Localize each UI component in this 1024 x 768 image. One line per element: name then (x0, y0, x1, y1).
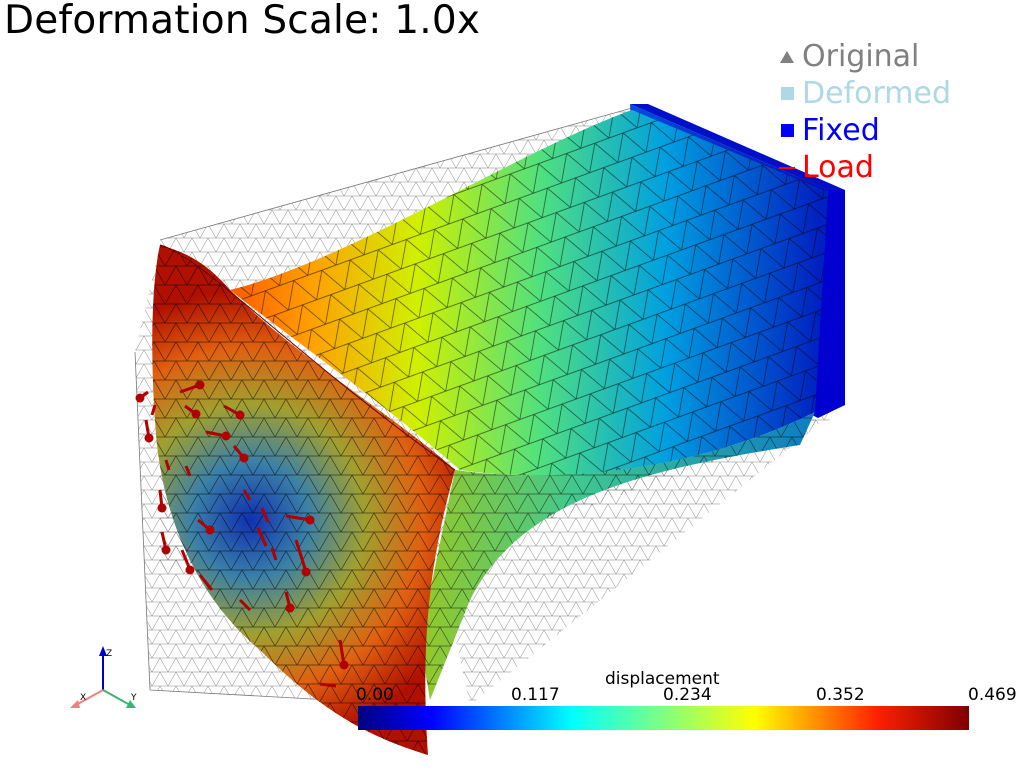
deformed-upper-surface (230, 110, 828, 476)
legend-item-original: Original (776, 38, 1012, 75)
legend-item-deformed: Deformed (776, 75, 1012, 112)
scalar-bar-tick: 0.00 (356, 685, 394, 705)
triangle-icon (776, 50, 798, 63)
deformation-scale-title: Deformation Scale: 1.0x (4, 0, 481, 43)
legend-label-fixed: Fixed (802, 113, 880, 148)
axis-y-label: Y (130, 693, 137, 703)
deformed-front-face (152, 244, 456, 755)
square-icon (776, 87, 798, 100)
legend: Original Deformed Fixed Load (776, 38, 1012, 186)
legend-label-deformed: Deformed (802, 76, 952, 111)
line-icon (776, 166, 798, 169)
scalar-bar-tick: 0.469 (968, 685, 1017, 705)
scalar-bar-gradient (358, 706, 969, 730)
scalar-bar-title: displacement (605, 669, 720, 689)
scalar-bar-tick: 0.117 (511, 685, 560, 705)
square-icon (776, 124, 798, 137)
legend-label-original: Original (802, 39, 920, 74)
deformed-under-surface (420, 412, 815, 700)
orientation-axes: Z X Y (70, 646, 137, 708)
legend-item-fixed: Fixed (776, 112, 1012, 149)
axis-z-label: Z (106, 649, 112, 659)
axis-x-label: X (80, 693, 86, 703)
scalar-bar-tick: 0.352 (816, 685, 865, 705)
legend-label-load: Load (802, 150, 874, 185)
legend-item-load: Load (776, 149, 1012, 186)
scalar-bar-tick: 0.234 (663, 685, 712, 705)
load-arrows (135, 380, 349, 688)
